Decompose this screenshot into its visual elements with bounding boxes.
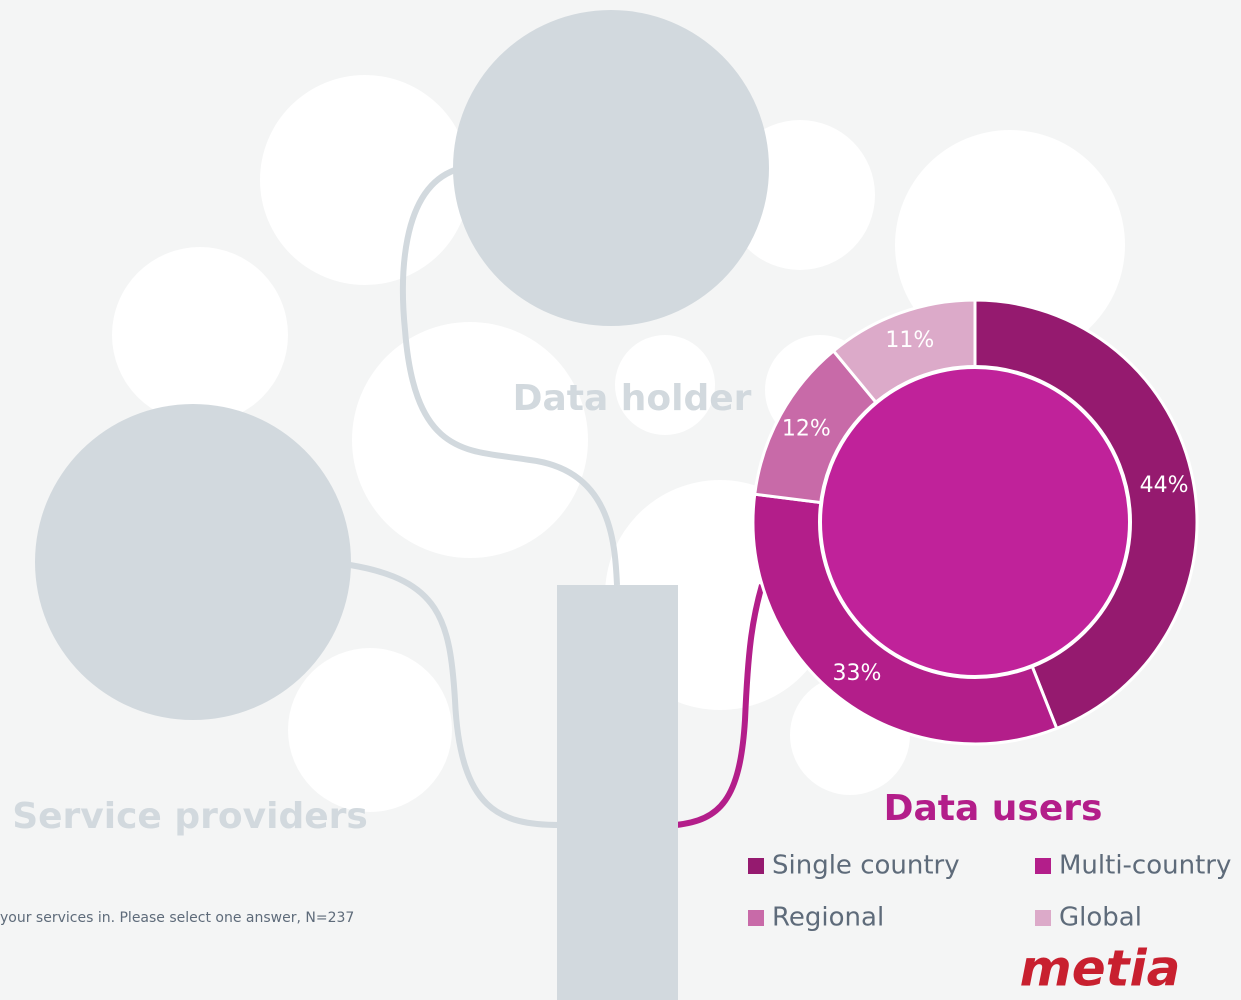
connectors xyxy=(349,167,620,828)
legend: Single country Multi-country Regional Globa… xyxy=(748,851,1231,933)
logo: metia xyxy=(1020,940,1181,998)
legend-label: Regional xyxy=(772,903,884,933)
holder-circle xyxy=(453,10,769,326)
trunk xyxy=(557,585,678,1000)
legend-swatch xyxy=(748,910,764,926)
highlight-connector xyxy=(675,584,765,828)
data-label: 33% xyxy=(833,661,882,686)
service-providers-label: Service providers xyxy=(12,796,368,837)
data-holder-label: Data holder xyxy=(513,378,752,419)
chart-title: Data users xyxy=(884,788,1103,829)
legend-label: Multi-country xyxy=(1059,851,1231,881)
data-label: 11% xyxy=(885,328,934,353)
footnote: your services in. Please select one answ… xyxy=(0,910,354,926)
legend-swatch xyxy=(1035,858,1051,874)
provider-circle xyxy=(35,404,351,720)
legend-label: Single country xyxy=(772,851,960,881)
data-label: 44% xyxy=(1140,473,1189,498)
donut: 44% 33% 12% 11% xyxy=(751,298,1199,746)
donut-center xyxy=(818,365,1132,679)
legend-swatch xyxy=(748,858,764,874)
legend-label: Global xyxy=(1059,903,1142,933)
data-label: 12% xyxy=(782,416,831,441)
legend-swatch xyxy=(1035,910,1051,926)
